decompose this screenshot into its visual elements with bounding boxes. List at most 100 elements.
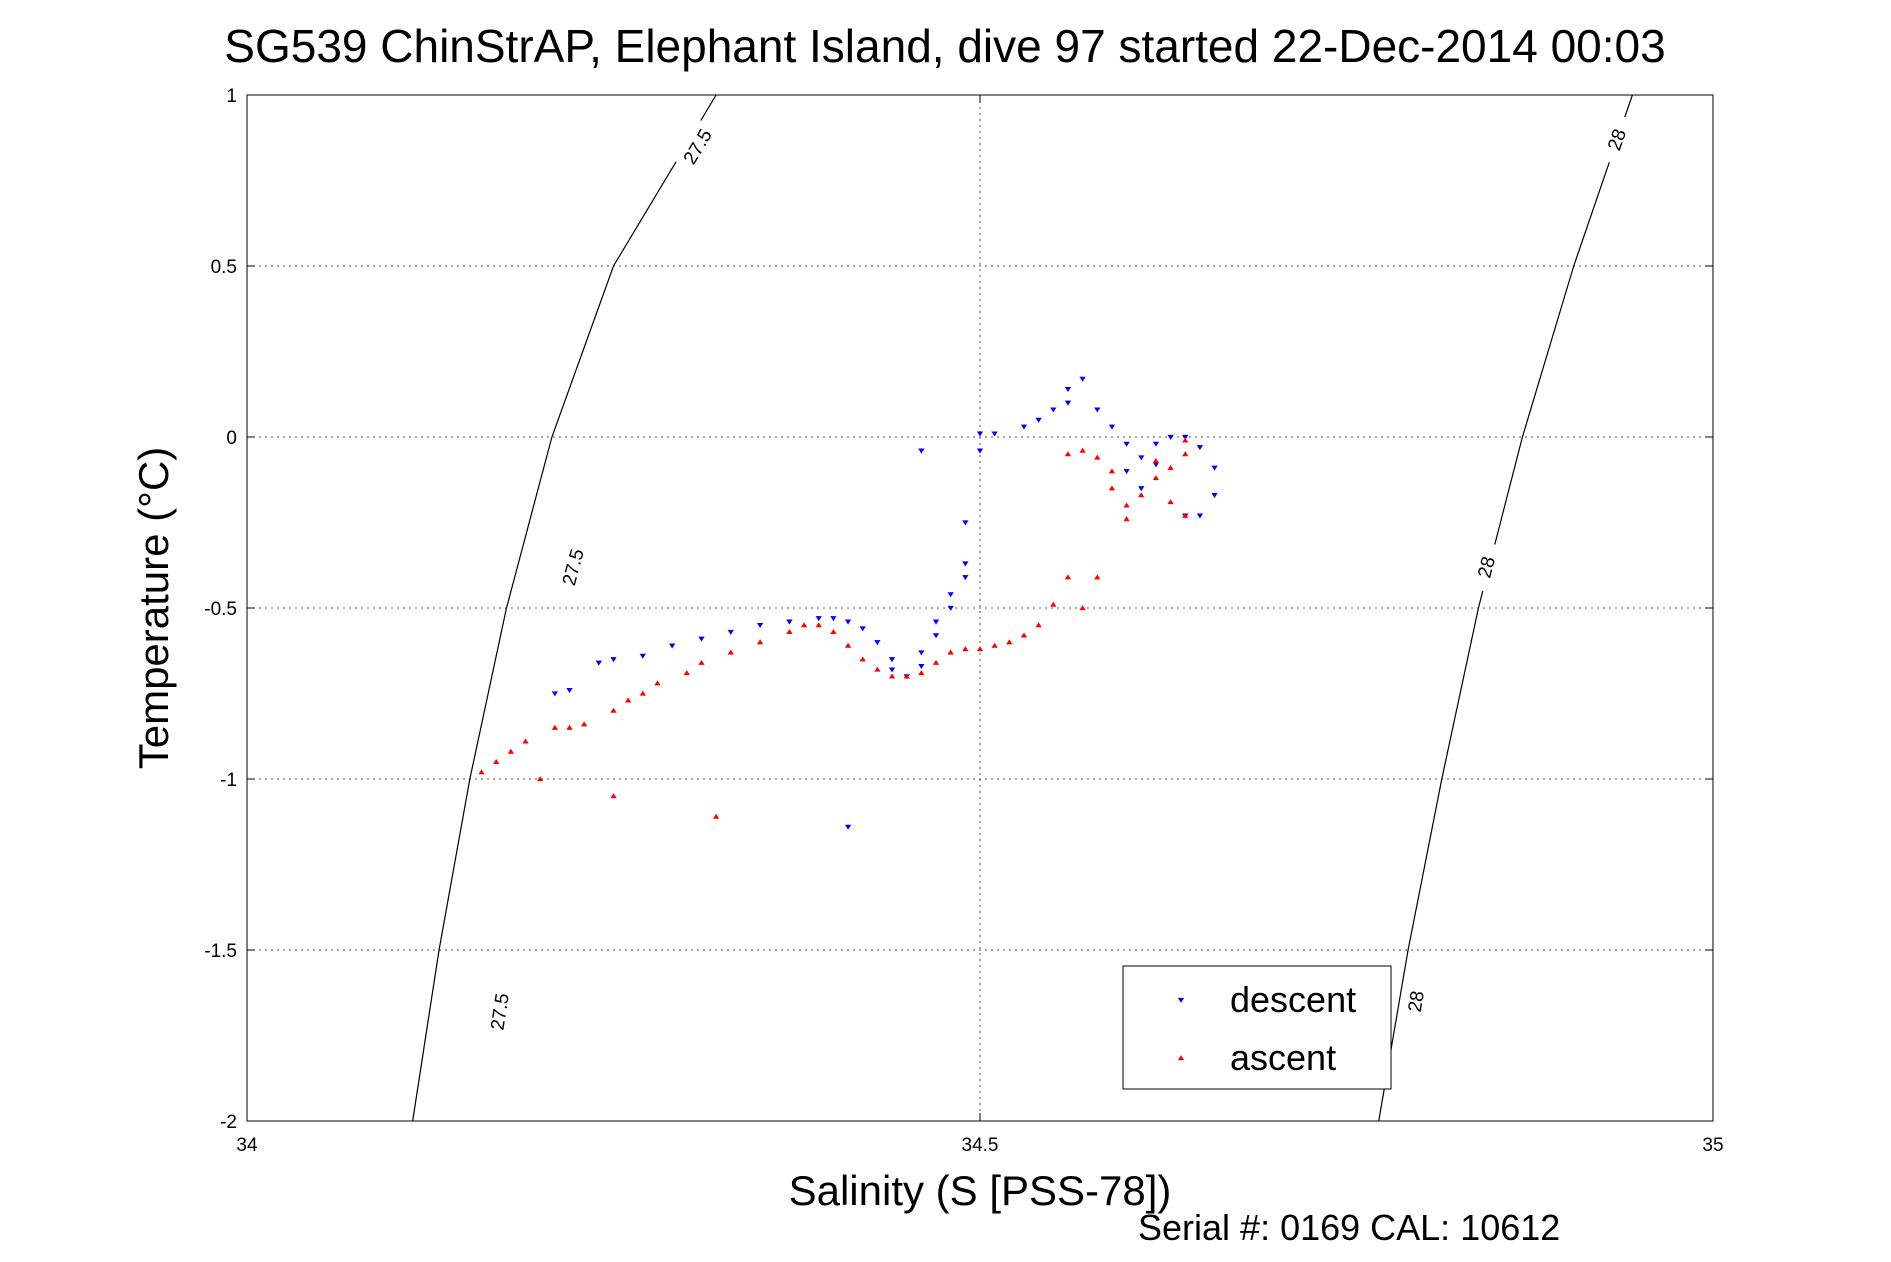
descent-point	[1196, 445, 1204, 451]
ascent-point	[639, 690, 646, 696]
ascent-point	[962, 646, 969, 652]
ascent-point	[756, 639, 764, 645]
ascent-point	[1152, 458, 1160, 464]
ascent-point	[654, 680, 661, 686]
density-contour-28	[1378, 94, 1633, 1122]
ascent-point	[698, 659, 705, 665]
ascent-point	[844, 642, 852, 648]
ascent-point	[1020, 632, 1028, 638]
descent-point	[756, 622, 764, 629]
descent-point	[962, 575, 969, 581]
ascent-point	[1035, 622, 1042, 628]
descent-point	[844, 824, 852, 830]
ascent-point	[991, 642, 998, 648]
descent-point	[918, 664, 925, 670]
ascent-point	[800, 622, 808, 628]
density-contour-27.5	[412, 94, 717, 1122]
ascent-point	[683, 670, 690, 676]
ascent-point	[786, 629, 793, 635]
ascent-point	[1152, 475, 1160, 481]
descent-point	[668, 643, 676, 649]
ascent-point	[1108, 485, 1116, 491]
descent-point	[1123, 441, 1130, 447]
ascent-point	[1050, 601, 1057, 607]
contour-label: 28	[1405, 989, 1429, 1013]
descent-point	[1079, 376, 1086, 382]
ascent-point	[1182, 512, 1189, 518]
contour-label-bg	[554, 540, 591, 594]
y-axis-label: Temperature (°C)	[130, 447, 177, 770]
descent-point	[932, 633, 940, 639]
descent-point	[610, 657, 617, 663]
contour-label-bg	[1399, 975, 1432, 1027]
ascent-point	[1006, 639, 1013, 645]
descent-point	[947, 592, 954, 598]
legend-label-descent: descent	[1230, 979, 1356, 1020]
descent-point	[918, 448, 925, 454]
chart-title: SG539 ChinStrAP, Elephant Island, dive 9…	[224, 20, 1665, 72]
ascent-point	[1182, 451, 1189, 457]
descent-point	[1064, 386, 1072, 393]
descent-point	[976, 431, 984, 437]
ascent-point	[903, 673, 910, 679]
ascent-point	[625, 697, 632, 703]
series-ascent	[478, 437, 1189, 819]
descent-point	[1138, 455, 1145, 461]
ascent-point	[888, 673, 896, 679]
x-axis-label: Salinity (S [PSS-78])	[789, 1167, 1172, 1214]
ascent-point	[859, 656, 866, 662]
legend-box	[1122, 965, 1392, 1090]
descent-point	[1064, 400, 1072, 406]
ascent-point	[1094, 454, 1101, 460]
ascent-point	[1123, 516, 1130, 522]
ascent-point	[712, 813, 720, 819]
descent-point	[551, 691, 559, 697]
ascent-point	[610, 707, 617, 713]
legend-descent-marker	[1177, 997, 1185, 1003]
descent-point	[1152, 441, 1160, 447]
descent-point	[962, 561, 969, 567]
descent-point	[1211, 465, 1218, 471]
y-tick-label: 1	[226, 86, 237, 107]
ascent-point	[522, 738, 529, 744]
ascent-point	[727, 649, 734, 655]
descent-point	[786, 619, 793, 625]
legend: descent ascent	[1122, 965, 1392, 1090]
contour-label-bg	[674, 119, 720, 174]
ascent-point	[507, 748, 515, 754]
descent-point	[991, 431, 998, 437]
legend-ascent-marker	[1177, 1055, 1185, 1061]
legend-label-ascent: ascent	[1230, 1037, 1336, 1078]
y-tick-label: -0.5	[204, 599, 237, 620]
ascent-point	[815, 622, 822, 628]
ascent-point	[478, 769, 485, 775]
descent-point	[566, 687, 573, 693]
descent-point	[1167, 434, 1174, 440]
ascent-point	[1167, 464, 1174, 470]
serial-footer: Serial #: 0169 CAL: 10612	[1138, 1207, 1560, 1248]
ascent-point	[1138, 492, 1145, 498]
ascent-point	[918, 670, 925, 676]
descent-point	[918, 650, 925, 656]
ascent-point	[830, 629, 837, 635]
contour-label-bg	[1597, 112, 1636, 167]
axis-ticks: 34 34.5 35 -2 -1.5 -1 -0.5 0 0.5 1	[204, 86, 1723, 1156]
contour-label-bg	[1468, 540, 1504, 594]
legend-marker-ascent	[1177, 1055, 1185, 1061]
x-tick-label: 35	[1702, 1135, 1723, 1156]
descent-point	[1020, 424, 1028, 430]
descent-point	[639, 653, 646, 659]
descent-point	[888, 667, 896, 673]
ascent-point	[1079, 605, 1086, 611]
ascent-point	[874, 666, 881, 672]
ascent-point	[493, 758, 500, 765]
descent-point	[976, 448, 984, 454]
descent-point	[1094, 407, 1101, 413]
y-tick-label: 0	[226, 428, 237, 449]
descent-point	[727, 629, 734, 635]
descent-point	[1035, 417, 1042, 423]
descent-point	[1123, 469, 1130, 475]
ascent-point	[581, 721, 588, 727]
